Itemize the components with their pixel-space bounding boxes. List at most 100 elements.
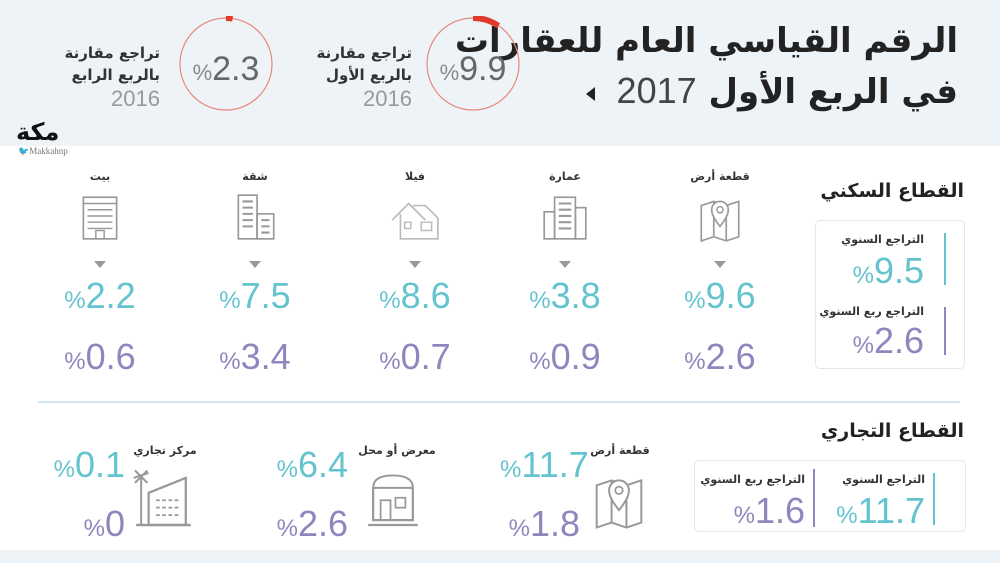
value: 2.2 [85, 275, 136, 316]
pct-sign: % [852, 332, 874, 359]
value: 0 [104, 503, 125, 544]
title-quarter: في الربع الأول [708, 72, 958, 112]
value: 0.7 [400, 336, 451, 377]
annual-value: %9.5 [853, 251, 924, 296]
item-label: بيت [89, 170, 111, 183]
residential-item: قطعة أرض %9.6 %2.6 [660, 170, 780, 382]
logo: مكة [16, 118, 60, 146]
pct-sign: % [852, 262, 874, 289]
footer-band [0, 550, 1000, 563]
residential-item: شقة %7.5 %3.4 [195, 170, 315, 382]
value: 11.7 [857, 490, 925, 531]
quarterly-value: %0.6 [40, 337, 160, 382]
commercial-values: %0.1 %0 [45, 445, 125, 549]
teal-bar [933, 473, 935, 525]
value: 7.5 [240, 275, 291, 316]
quarterly-label: التراجع ربع السنوي [700, 473, 805, 486]
annual-value: %6.4 [268, 445, 348, 490]
quarterly-value: %2.6 [853, 321, 924, 366]
commercial-values: %11.7 %1.8 [500, 445, 589, 549]
pct-sign: % [836, 502, 858, 529]
quarterly-value: %1.8 [500, 504, 580, 549]
pct-sign: % [219, 287, 241, 314]
pct-sign: % [64, 348, 86, 375]
value: 0.1 [74, 444, 125, 485]
purple-bar [944, 307, 946, 355]
value: 9.5 [873, 250, 924, 291]
pct-sign: % [684, 348, 706, 375]
twitter-icon: 🐦 [18, 146, 30, 156]
ring-value-q1: %9.9 [425, 50, 521, 89]
pct-sign: % [276, 515, 298, 542]
header-band [0, 0, 1000, 146]
shop-icon [368, 474, 418, 527]
triangle-down-icon [559, 261, 571, 268]
quarterly-value: %0.7 [355, 337, 475, 382]
annual-label: التراجع السنوي [842, 473, 925, 486]
ring-value-q4: %2.3 [178, 50, 274, 89]
residential-summary-box: التراجع السنوي %9.5 التراجع ربع السنوي %… [815, 220, 965, 369]
annual-value: %9.6 [660, 276, 780, 321]
label1: تراجع مقارنة [64, 44, 160, 62]
annual-value: %0.1 [45, 445, 125, 490]
value: 1.8 [529, 503, 580, 544]
annual-value: %11.7 [500, 445, 589, 490]
value: 2.6 [297, 503, 348, 544]
ring-chart-q1 [426, 16, 520, 111]
value: 3.8 [550, 275, 601, 316]
map-pin-icon [700, 200, 740, 243]
section-divider [38, 401, 960, 403]
value: 9.9 [459, 50, 507, 88]
label2: بالربع الرابع [71, 66, 160, 84]
mall-icon [133, 469, 191, 527]
pct-sign: % [529, 287, 551, 314]
handle-text: Makkahnp [29, 146, 68, 156]
building-icon [543, 196, 587, 240]
pct-sign: % [64, 287, 86, 314]
item-label: فيلا [404, 170, 426, 183]
purple-bar [813, 469, 815, 527]
triangle-icon [585, 86, 595, 101]
ring-chart-q4 [179, 16, 273, 111]
pct-sign: % [508, 515, 530, 542]
triangle-down-icon [409, 261, 421, 268]
annual-value: %8.6 [355, 276, 475, 321]
villa-icon [391, 202, 439, 240]
quarterly-value: %2.6 [660, 337, 780, 382]
ring-label-q4: تراجع مقارنة بالربع الرابع 2016 [65, 42, 160, 112]
value: 2.6 [705, 336, 756, 377]
pct-sign: % [379, 348, 401, 375]
pct-sign: % [733, 502, 755, 529]
pct-sign: % [529, 348, 551, 375]
quarterly-value: %3.4 [195, 337, 315, 382]
value: 11.7 [521, 444, 589, 485]
annual-value: %11.7 [836, 491, 925, 536]
commercial-title: القطاع التجاري [820, 420, 964, 442]
year: 2016 [363, 86, 412, 111]
quarterly-value: %0.9 [505, 337, 625, 382]
residential-item: بيت %2.2 %0.6 [40, 170, 160, 382]
page-title: الرقم القياسي العام للعقارات في الربع ال… [455, 16, 958, 117]
title-year: 2017 [616, 70, 697, 111]
title-line2: في الربع الأول 2017 [455, 66, 958, 117]
value: 1.6 [754, 490, 805, 531]
map-pin-icon [595, 479, 643, 529]
pct-sign: % [192, 60, 213, 85]
triangle-down-icon [249, 261, 261, 268]
pct-sign: % [684, 287, 706, 314]
quarterly-value: %0 [45, 504, 125, 549]
item-label: مركز تجاري [133, 444, 197, 457]
house-icon [82, 196, 118, 240]
pct-sign: % [219, 348, 241, 375]
item-label: قطعة أرض [690, 170, 750, 183]
value: 9.6 [705, 275, 756, 316]
commercial-values: %6.4 %2.6 [268, 445, 348, 549]
residential-item: فيلا %8.6 %0.7 [355, 170, 475, 382]
annual-value: %3.8 [505, 276, 625, 321]
pct-sign: % [83, 515, 105, 542]
value: 2.3 [212, 50, 260, 88]
item-label: شقة [242, 170, 268, 183]
value: 2.6 [873, 320, 924, 361]
label1: تراجع مقارنة [316, 44, 412, 62]
triangle-down-icon [714, 261, 726, 268]
